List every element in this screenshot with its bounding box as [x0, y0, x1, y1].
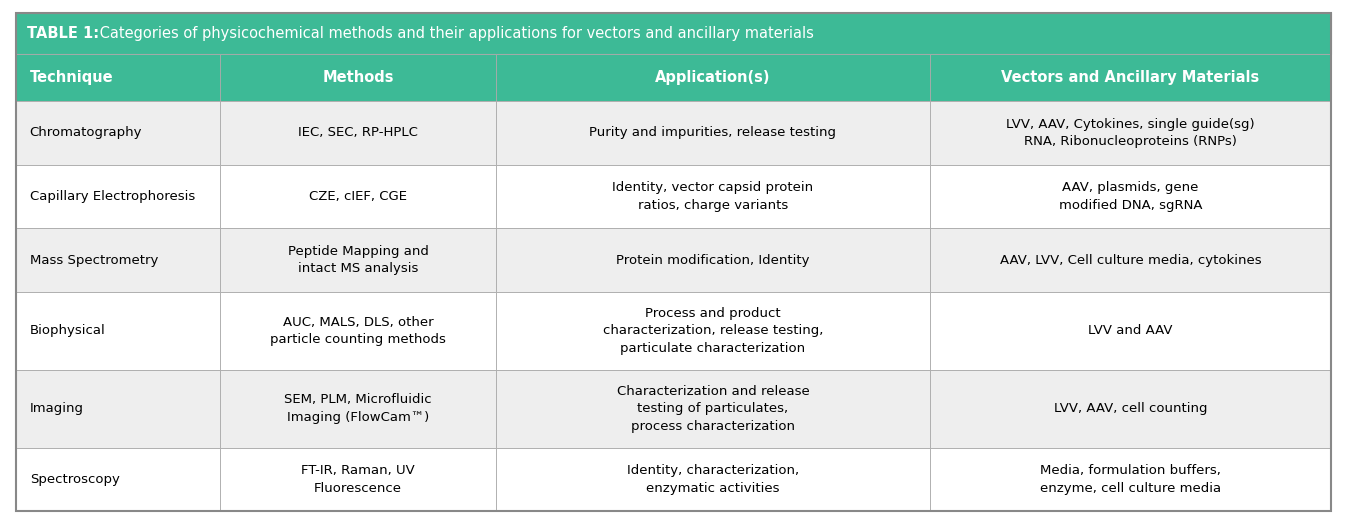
Bar	[220, 370, 496, 448]
Text: Imaging: Imaging	[30, 402, 84, 415]
Text: IEC, SEC, RP-HPLC: IEC, SEC, RP-HPLC	[298, 127, 418, 140]
Bar	[496, 292, 929, 370]
Bar	[220, 54, 496, 101]
Bar	[496, 370, 929, 448]
Text: Media, formulation buffers,
enzyme, cell culture media: Media, formulation buffers, enzyme, cell…	[1040, 464, 1220, 495]
Text: CZE, cIEF, CGE: CZE, cIEF, CGE	[308, 190, 407, 203]
Bar	[496, 101, 929, 165]
Text: Process and product
characterization, release testing,
particulate characterizat: Process and product characterization, re…	[602, 307, 823, 355]
Bar	[929, 448, 1331, 511]
Bar	[220, 228, 496, 292]
Text: LVV, AAV, cell counting: LVV, AAV, cell counting	[1053, 402, 1207, 415]
Text: Spectroscopy: Spectroscopy	[30, 473, 120, 486]
Bar	[16, 13, 1331, 54]
Bar	[496, 165, 929, 228]
Bar	[929, 292, 1331, 370]
Text: Protein modification, Identity: Protein modification, Identity	[616, 254, 810, 267]
Text: LVV, AAV, Cytokines, single guide(sg)
RNA, Ribonucleoproteins (RNPs): LVV, AAV, Cytokines, single guide(sg) RN…	[1006, 118, 1254, 148]
Bar	[220, 165, 496, 228]
Text: Methods: Methods	[322, 70, 393, 85]
Text: AUC, MALS, DLS, other
particle counting methods: AUC, MALS, DLS, other particle counting …	[269, 316, 446, 346]
Text: SEM, PLM, Microfluidic
Imaging (FlowCam™): SEM, PLM, Microfluidic Imaging (FlowCam™…	[284, 393, 432, 424]
Bar	[220, 101, 496, 165]
Text: Chromatography: Chromatography	[30, 127, 143, 140]
Bar	[496, 54, 929, 101]
Bar	[16, 101, 220, 165]
Bar	[929, 228, 1331, 292]
Bar	[929, 165, 1331, 228]
Text: TABLE 1:: TABLE 1:	[27, 26, 100, 41]
Bar	[16, 292, 220, 370]
Text: Technique: Technique	[30, 70, 113, 85]
Bar	[220, 448, 496, 511]
Text: Capillary Electrophoresis: Capillary Electrophoresis	[30, 190, 195, 203]
Text: Biophysical: Biophysical	[30, 324, 105, 337]
Bar	[496, 448, 929, 511]
Bar	[16, 448, 220, 511]
Text: Purity and impurities, release testing: Purity and impurities, release testing	[590, 127, 836, 140]
Text: Mass Spectrometry: Mass Spectrometry	[30, 254, 158, 267]
Text: Identity, characterization,
enzymatic activities: Identity, characterization, enzymatic ac…	[626, 464, 799, 495]
Bar	[16, 165, 220, 228]
Text: LVV and AAV: LVV and AAV	[1088, 324, 1173, 337]
Text: Characterization and release
testing of particulates,
process characterization: Characterization and release testing of …	[617, 385, 810, 433]
Bar	[16, 228, 220, 292]
Bar	[929, 370, 1331, 448]
Text: Identity, vector capsid protein
ratios, charge variants: Identity, vector capsid protein ratios, …	[613, 181, 814, 212]
Bar	[929, 54, 1331, 101]
Text: Peptide Mapping and
intact MS analysis: Peptide Mapping and intact MS analysis	[287, 245, 428, 275]
Bar	[16, 54, 220, 101]
Text: AAV, LVV, Cell culture media, cytokines: AAV, LVV, Cell culture media, cytokines	[999, 254, 1261, 267]
Text: AAV, plasmids, gene
modified DNA, sgRNA: AAV, plasmids, gene modified DNA, sgRNA	[1059, 181, 1202, 212]
Bar	[16, 370, 220, 448]
Bar	[220, 292, 496, 370]
Bar	[496, 228, 929, 292]
Bar	[929, 101, 1331, 165]
Text: Categories of physicochemical methods and their applications for vectors and anc: Categories of physicochemical methods an…	[96, 26, 814, 41]
Text: Vectors and Ancillary Materials: Vectors and Ancillary Materials	[1001, 70, 1259, 85]
Text: FT-IR, Raman, UV
Fluorescence: FT-IR, Raman, UV Fluorescence	[302, 464, 415, 495]
Text: Application(s): Application(s)	[655, 70, 770, 85]
